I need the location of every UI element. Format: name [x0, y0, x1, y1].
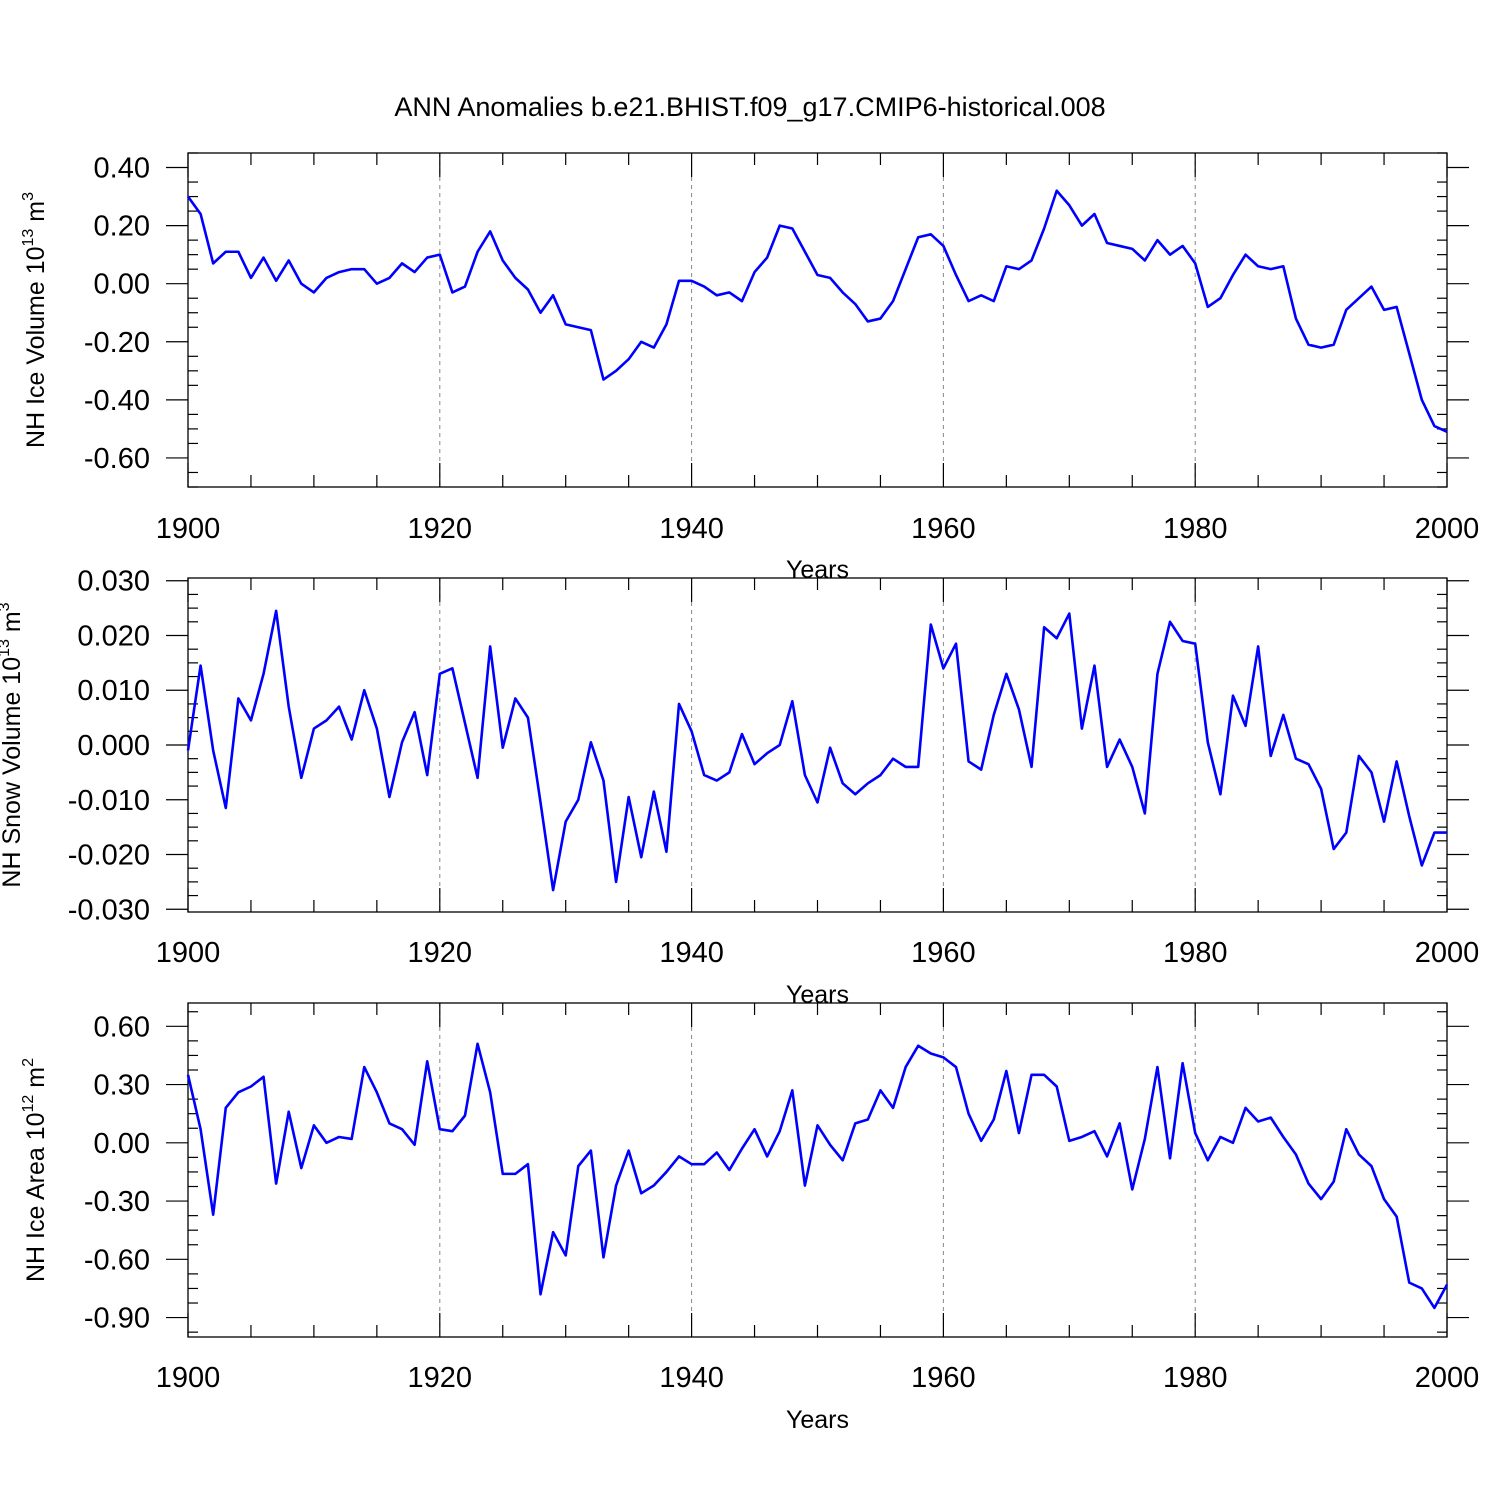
y-axis-title-superscript: 13	[0, 639, 13, 657]
y-tick-label: -0.60	[84, 1244, 150, 1276]
y-tick-label: -0.020	[68, 840, 150, 872]
y-tick-label: 0.00	[94, 269, 150, 301]
y-axis-title-superscript: 3	[0, 602, 13, 611]
panels: 0.40 0.20 0.00 -0.20 -0.40 -0.60 1900 1920 1940 1…	[0, 152, 1480, 1434]
plot-frame	[187, 577, 1448, 913]
series-line	[186, 189, 1448, 434]
x-tick-label: 1980	[1163, 937, 1228, 969]
x-axis-title: Years	[786, 1406, 849, 1434]
series-line	[186, 1042, 1449, 1310]
y-tick-label: 0.40	[94, 153, 150, 185]
y-tick-label: -0.40	[84, 385, 150, 417]
y-axis-title: NH Ice Area 1012 m2	[20, 1058, 50, 1282]
panel-1: 0.40 0.20 0.00 -0.20 -0.40 -0.60 1900 1920 1940 1…	[20, 152, 1480, 584]
y-axis-title-superscript: 12	[20, 1095, 37, 1113]
x-tick-label: 1900	[156, 1362, 221, 1394]
y-tick-label: -0.20	[84, 327, 150, 359]
y-tick-label: 0.000	[77, 730, 150, 762]
y-axis-title-superscript: 13	[20, 229, 37, 247]
chart-title: ANN Anomalies b.e21.BHIST.f09_g17.CMIP6-…	[394, 92, 1105, 122]
plot-frame	[187, 152, 1448, 488]
y-tick-label: -0.90	[84, 1303, 150, 1335]
x-tick-label: 2000	[1415, 937, 1480, 969]
y-axis-title-text: m	[0, 611, 26, 639]
y-tick-label: 0.60	[94, 1011, 150, 1043]
x-tick-label: 1960	[911, 937, 976, 969]
y-axis-title-text: m	[22, 201, 50, 229]
x-tick-label: 1960	[911, 513, 976, 545]
x-tick-label: 1920	[408, 937, 473, 969]
x-tick-label: 2000	[1415, 1362, 1480, 1394]
y-axis-title-text: NH Ice Area 10	[22, 1112, 50, 1282]
y-tick-label: -0.60	[84, 443, 150, 475]
y-axis-title: NH Snow Volume 1013 m3	[0, 602, 26, 887]
y-tick-label: 0.030	[77, 566, 150, 598]
x-tick-label: 1980	[1163, 513, 1228, 545]
x-tick-label: 1920	[408, 1362, 473, 1394]
y-tick-label: 0.020	[77, 620, 150, 652]
x-tick-label: 1920	[408, 513, 473, 545]
x-tick-label: 1940	[659, 937, 724, 969]
y-tick-label: -0.030	[68, 894, 150, 926]
panel-2: 0.0300.0200.0100.000-0.010-0.020-0.03019…	[0, 566, 1479, 1009]
y-tick-label: 0.30	[94, 1070, 150, 1102]
x-tick-label: 1900	[156, 513, 221, 545]
y-tick-label: 0.010	[77, 675, 150, 707]
y-axis-title-text: NH Snow Volume 10	[0, 657, 26, 888]
plot-frame	[187, 1002, 1448, 1338]
y-axis-title-superscript: 3	[20, 192, 37, 201]
y-axis-title-text: m	[22, 1067, 50, 1095]
x-tick-label: 1960	[911, 1362, 976, 1394]
x-tick-label: 1940	[659, 513, 724, 545]
y-axis-title: NH Ice Volume 1013 m3	[20, 192, 50, 448]
y-tick-label: 0.20	[94, 211, 150, 243]
y-axis-title-superscript: 2	[20, 1058, 37, 1067]
y-tick-label: -0.010	[68, 785, 150, 817]
x-tick-label: 1940	[659, 1362, 724, 1394]
series-line	[186, 609, 1447, 892]
y-axis-title-text: NH Ice Volume 10	[22, 246, 50, 448]
y-tick-label: 0.00	[94, 1128, 150, 1160]
y-tick-label: -0.30	[84, 1186, 150, 1218]
x-tick-label: 2000	[1415, 513, 1480, 545]
x-tick-label: 1900	[156, 937, 221, 969]
x-tick-label: 1980	[1163, 1362, 1228, 1394]
